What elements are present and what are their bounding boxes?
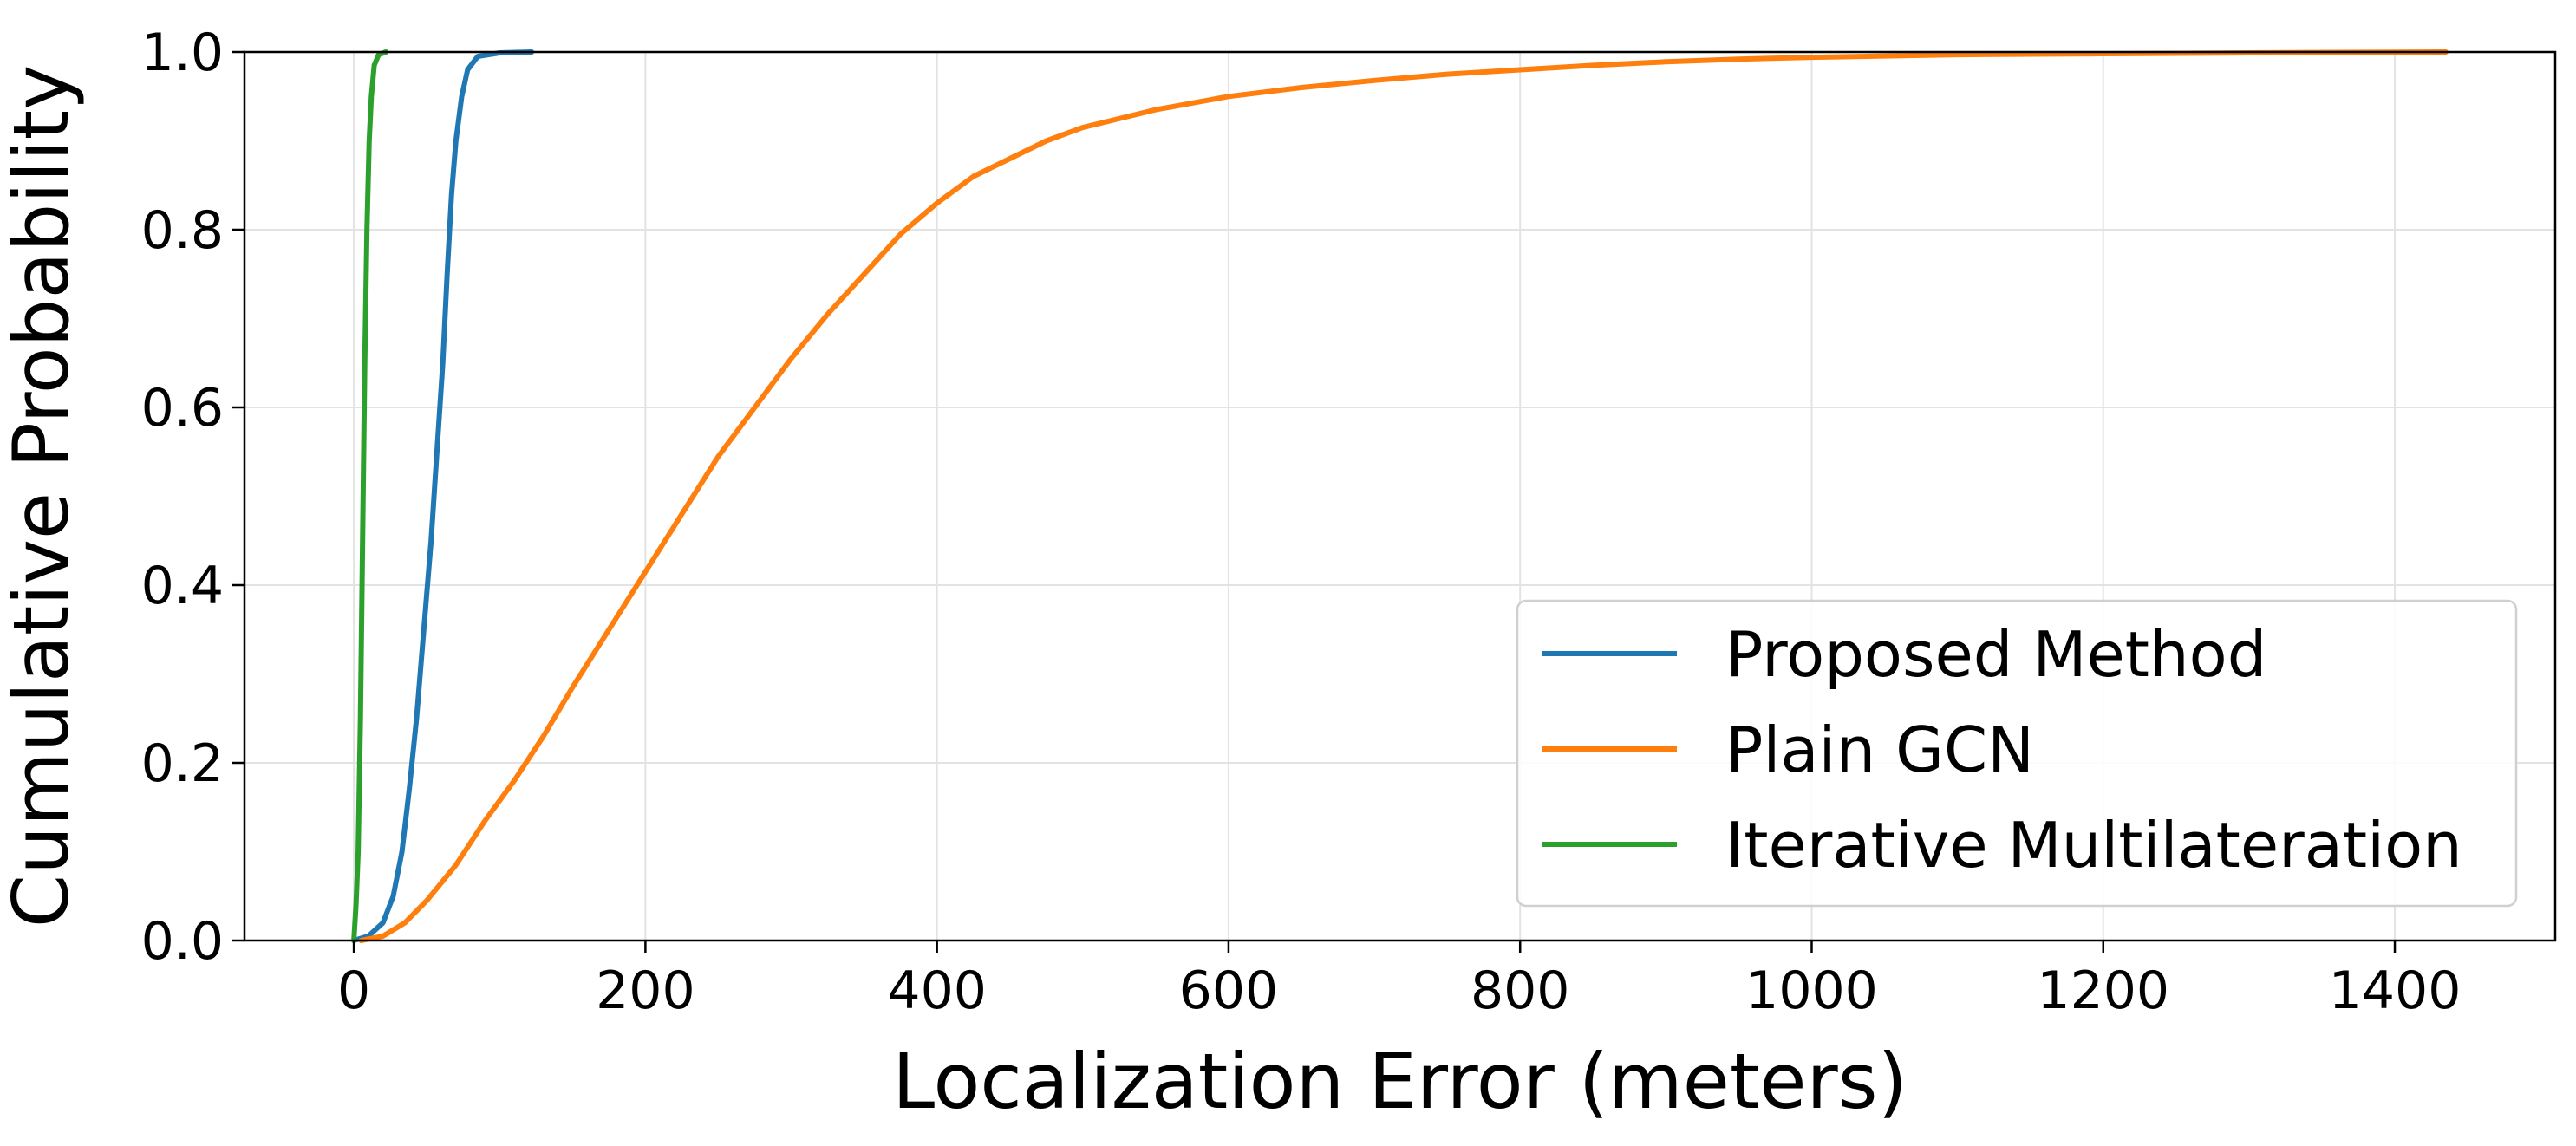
y-axis-label: Cumulative Probability — [0, 65, 86, 928]
y-tick-label: 0.8 — [141, 200, 224, 261]
x-tick-label: 0 — [337, 960, 370, 1021]
x-axis-label: Localization Error (meters) — [892, 1037, 1908, 1126]
plot-area-frame — [243, 50, 2557, 942]
legend-label: Iterative Multilateration — [1725, 809, 2462, 882]
y-tick-label: 0.2 — [141, 733, 224, 794]
legend-label: Plain GCN — [1725, 713, 2034, 786]
legend-label: Proposed Method — [1725, 618, 2266, 691]
x-tick-label: 1000 — [1745, 960, 1878, 1021]
x-tick-label: 1200 — [2037, 960, 2169, 1021]
y-tick-label: 0.0 — [141, 911, 224, 972]
series-line-iterative-multilateration — [351, 49, 389, 943]
y-tick-label: 0.6 — [141, 378, 224, 439]
series-line-proposed-method — [351, 49, 535, 943]
x-tick-label: 800 — [1471, 960, 1570, 1021]
y-tick-label: 0.4 — [141, 556, 224, 616]
x-tick-label: 600 — [1179, 960, 1279, 1021]
x-tick-label: 1400 — [2329, 960, 2462, 1021]
series-lines — [351, 49, 2449, 943]
legend: Proposed Method Plain GCN Iterative Multil… — [1516, 599, 2518, 908]
axis-ticks: 0 200 400 600 800 1000 1200 1400 0.0 0.2 0.4 0.6 0.8… — [141, 23, 2462, 1021]
x-tick-label: 200 — [596, 960, 695, 1021]
series-line-plain-gcn — [358, 49, 2449, 943]
x-tick-label: 400 — [887, 960, 987, 1021]
legend-box — [1516, 599, 2518, 908]
y-tick-label: 1.0 — [141, 23, 224, 83]
